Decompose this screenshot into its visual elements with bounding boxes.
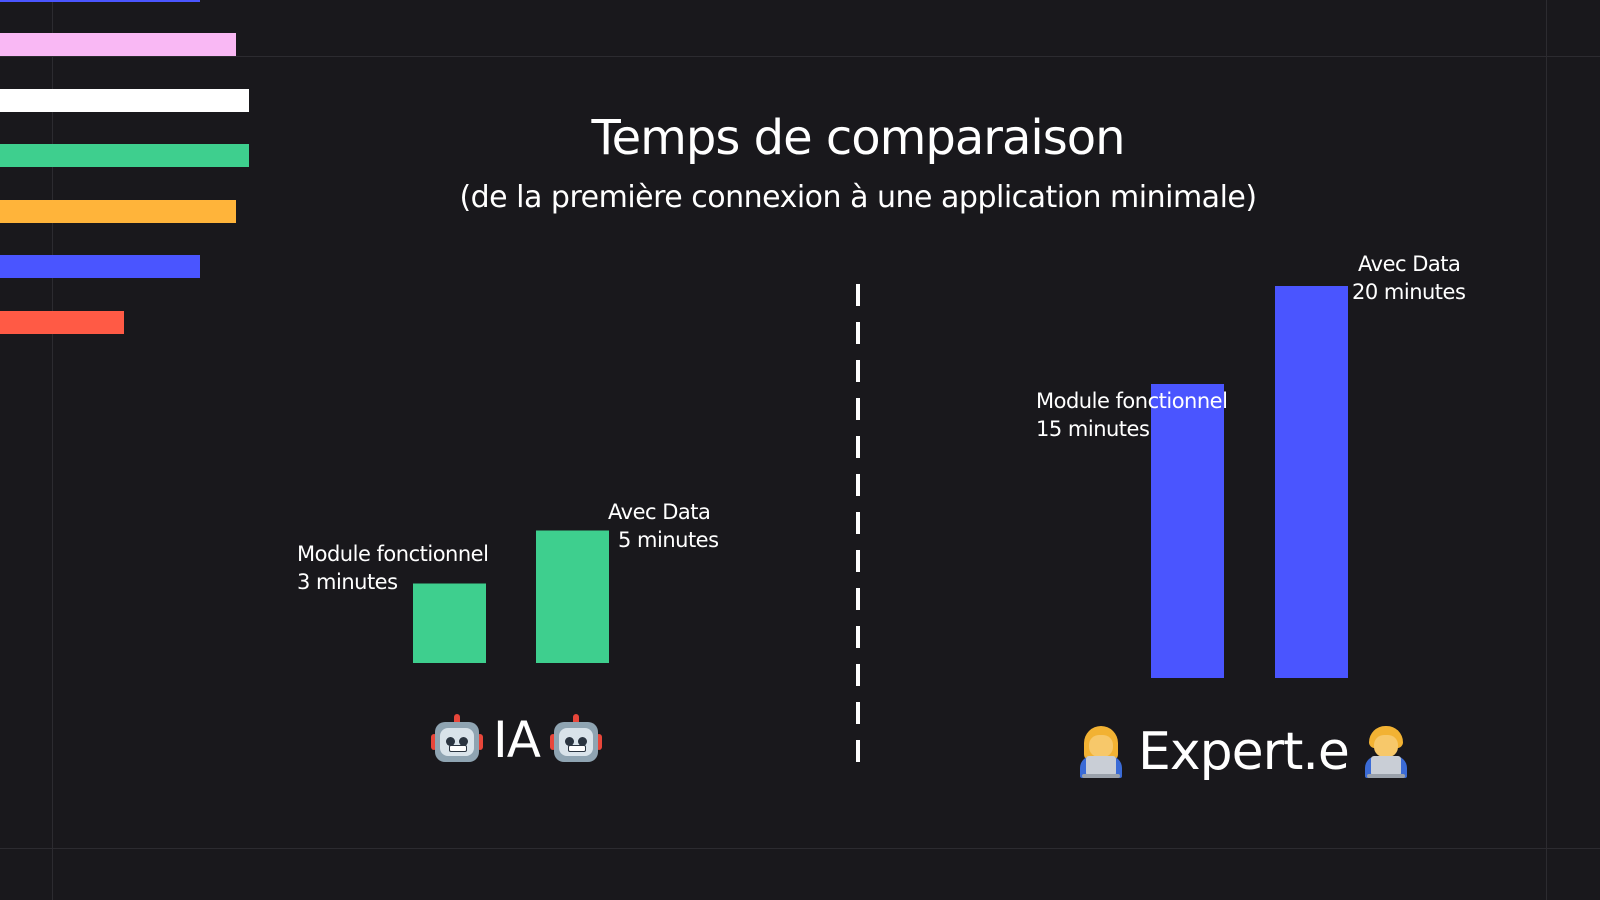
chart-subtitle: (de la première connexion à une applicat… — [459, 180, 1257, 215]
decorative-stripe — [0, 144, 249, 167]
decorative-stripe — [0, 311, 124, 334]
decorative-stripe — [0, 89, 249, 112]
ia-bar-label-category: Avec Data — [608, 500, 710, 524]
robot-icon — [431, 714, 483, 762]
grid-line-top — [0, 56, 1600, 57]
grid-line-right — [1546, 0, 1547, 900]
expert-bar-label-category: Avec Data — [1358, 252, 1460, 276]
expert-bar-data — [1275, 286, 1348, 678]
expert-bar-label-value: 20 minutes — [1352, 280, 1465, 304]
ia-bar-label-value: 3 minutes — [297, 570, 398, 594]
ia-group-label: IA — [431, 708, 602, 772]
woman-technologist-icon — [1078, 726, 1124, 778]
grid-line-left — [52, 0, 53, 900]
ia-bar-label-category: Module fonctionnel — [297, 542, 488, 566]
expert-bar-label-value: 15 minutes — [1036, 417, 1149, 441]
ia-bar-module — [413, 583, 486, 663]
ia-bar-label-value: 5 minutes — [618, 528, 719, 552]
expert-bar-label-category: Module fonctionnel — [1036, 389, 1227, 413]
ia-label: IA — [493, 711, 541, 769]
dashed-divider — [856, 284, 860, 768]
decorative-stripe — [0, 0, 200, 2]
chart-title: Temps de comparaison — [591, 110, 1125, 166]
expert-bar-module — [1151, 384, 1224, 678]
man-technologist-icon — [1363, 726, 1409, 778]
decorative-stripe — [0, 33, 236, 56]
expert-label: Expert.e — [1138, 722, 1350, 782]
expert-group-label: Expert.e — [1078, 720, 1409, 784]
decorative-stripe — [0, 200, 236, 223]
robot-icon — [549, 714, 602, 762]
decorative-stripe — [0, 255, 200, 278]
grid-line-bottom — [0, 848, 1600, 849]
ia-bar-data — [536, 530, 609, 663]
